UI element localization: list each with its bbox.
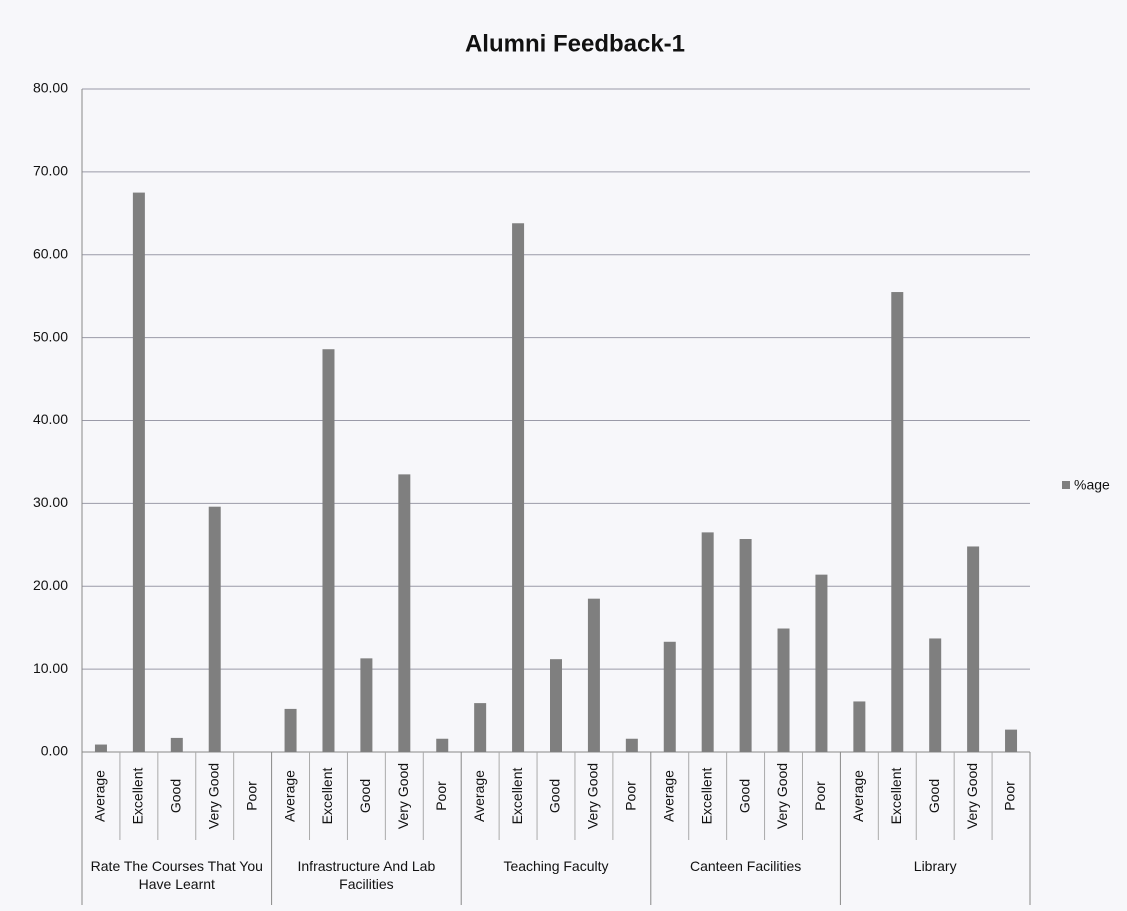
chart-title: Alumni Feedback-1 — [465, 30, 685, 57]
x-tick-label: Poor — [812, 781, 828, 811]
x-tick-label: Excellent — [509, 767, 525, 824]
x-tick-label: Excellent — [698, 767, 714, 824]
x-tick-label: Good — [547, 779, 563, 813]
bar — [663, 641, 676, 752]
legend-label: %age — [1074, 477, 1110, 493]
bar — [208, 506, 221, 752]
bar — [474, 703, 487, 752]
x-tick-label: Excellent — [319, 767, 335, 824]
bar — [853, 701, 866, 752]
bar — [1005, 729, 1018, 752]
bar — [550, 659, 562, 752]
bar — [436, 738, 449, 752]
bar — [587, 598, 600, 752]
group-label: Canteen Facilities — [689, 858, 802, 874]
x-tick-label: Very Good — [205, 763, 221, 829]
x-tick-label: Average — [92, 770, 108, 822]
bar — [322, 349, 335, 752]
x-tick-label: Poor — [623, 781, 639, 811]
x-tick-label: Good — [357, 779, 373, 813]
x-tick-label: Very Good — [774, 763, 790, 829]
bar — [170, 737, 183, 752]
bar — [94, 744, 107, 752]
x-tick-label: Good — [168, 779, 184, 813]
bar — [739, 539, 752, 752]
x-tick-label: Average — [281, 770, 297, 822]
y-tick-label: 0.00 — [41, 743, 68, 759]
bar — [967, 546, 980, 752]
group-label: Library — [913, 858, 957, 874]
y-tick-label: 20.00 — [33, 577, 68, 593]
bar — [398, 474, 411, 752]
bar — [625, 738, 638, 752]
x-tick-label: Very Good — [395, 763, 411, 829]
y-tick-label: 10.00 — [33, 660, 68, 676]
x-tick-label: Excellent — [888, 767, 904, 824]
bar — [891, 292, 904, 752]
group-label: Infrastructure And Lab Facilities — [297, 858, 436, 892]
bar — [701, 532, 714, 752]
group-label: Rate The Courses That You Have Learnt — [90, 858, 263, 892]
bar — [360, 658, 373, 752]
x-tick-label: Average — [471, 770, 487, 822]
x-tick-label: Excellent — [130, 767, 146, 824]
bar — [777, 628, 790, 752]
bar — [512, 223, 525, 752]
y-tick-label: 30.00 — [33, 494, 68, 510]
y-tick-label: 50.00 — [33, 328, 68, 344]
x-tick-label: Average — [850, 770, 866, 822]
x-tick-label: Poor — [243, 781, 259, 811]
x-tick-label: Good — [736, 779, 752, 813]
bar — [929, 638, 942, 752]
x-tick-label: Average — [660, 770, 676, 822]
x-tick-label: Very Good — [964, 763, 980, 829]
y-tick-label: 80.00 — [33, 80, 68, 96]
x-tick-label: Poor — [1002, 781, 1018, 811]
group-label: Teaching Faculty — [503, 858, 609, 874]
x-tick-label: Good — [926, 779, 942, 813]
bar — [284, 708, 297, 752]
y-tick-label: 40.00 — [33, 411, 68, 427]
bar — [132, 192, 145, 752]
legend-swatch — [1062, 481, 1070, 489]
y-tick-label: 70.00 — [33, 163, 68, 179]
bar — [815, 574, 828, 752]
x-tick-label: Poor — [433, 781, 449, 811]
y-tick-label: 60.00 — [33, 245, 68, 261]
x-tick-label: Very Good — [585, 763, 601, 829]
